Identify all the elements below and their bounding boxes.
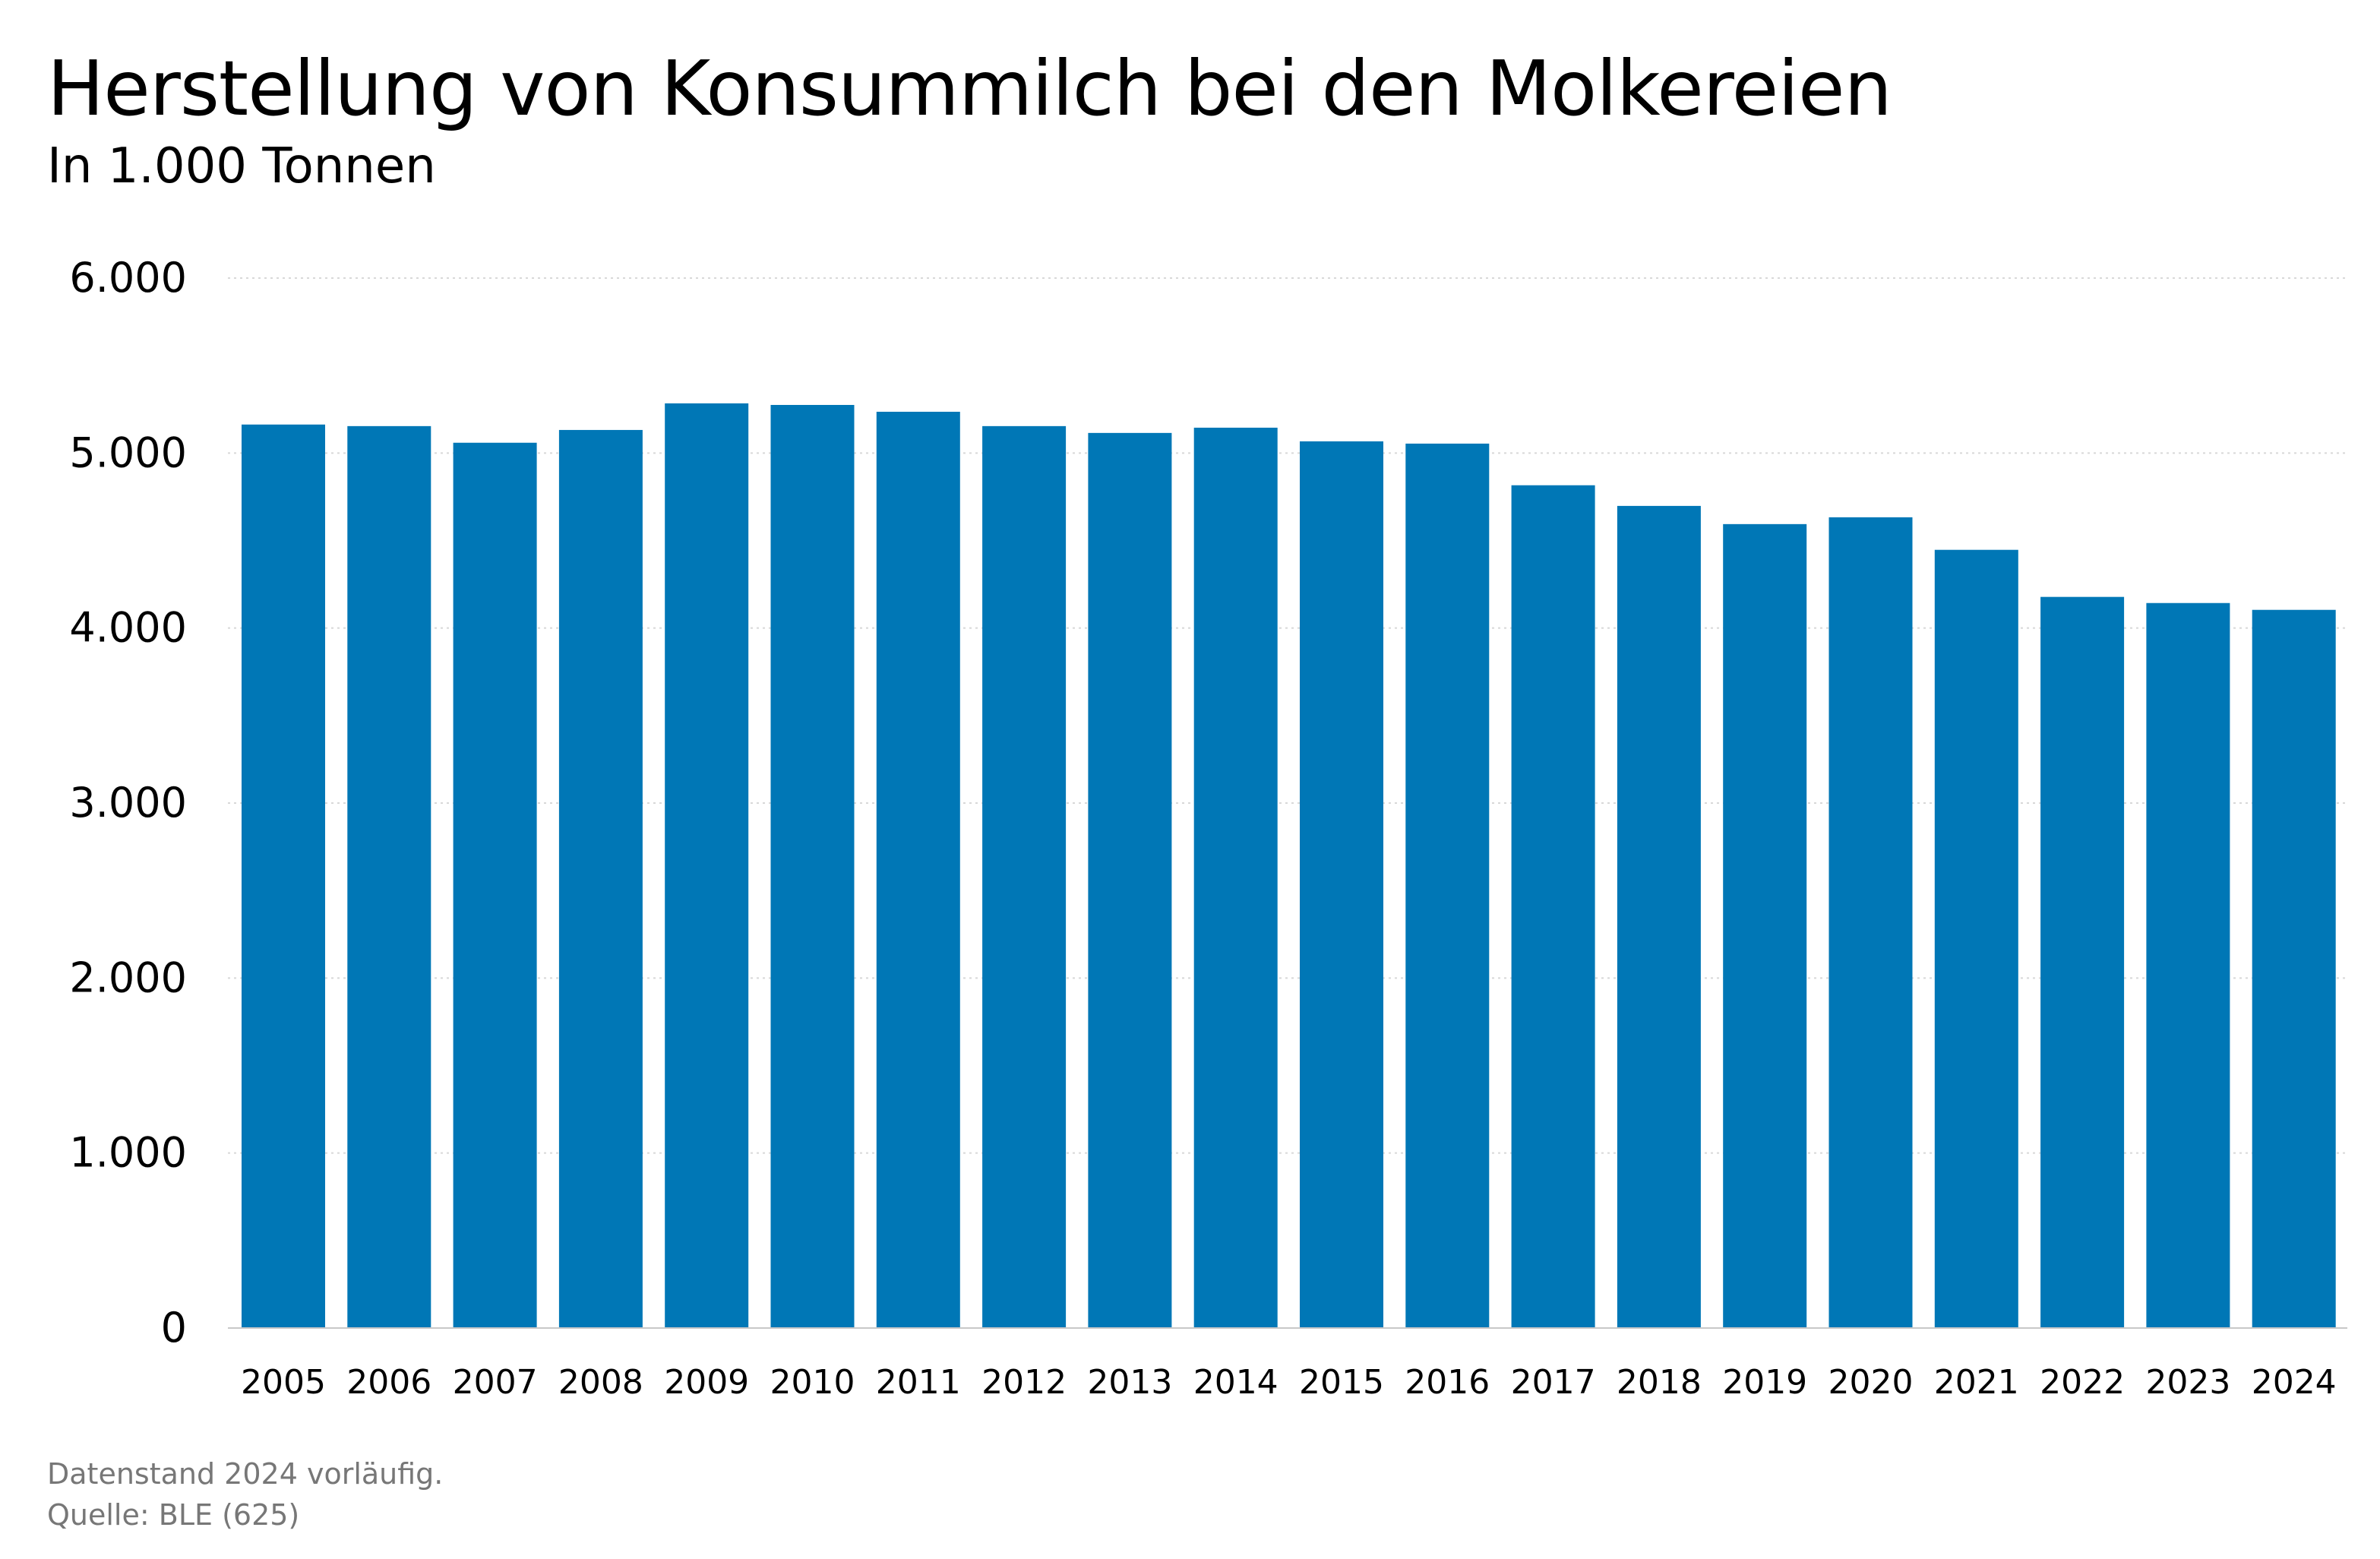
bar-2014	[1193, 427, 1278, 1328]
x-tick-label: 2020	[1828, 1363, 1914, 1402]
x-tick-label: 2014	[1193, 1363, 1278, 1402]
bar-2011	[876, 411, 960, 1329]
x-tick-label: 2007	[453, 1363, 538, 1402]
bar-2015	[1300, 441, 1383, 1328]
x-tick-label: 2006	[346, 1363, 431, 1402]
bar-2013	[1088, 432, 1172, 1328]
bar-2006	[347, 425, 431, 1328]
bar-2021	[1934, 549, 2018, 1328]
x-tick-label: 2022	[2040, 1363, 2125, 1402]
chart-subtitle: In 1.000 Tonnen	[47, 138, 436, 194]
bar-2023	[2146, 602, 2230, 1328]
y-tick-label: 2.000	[69, 953, 187, 1001]
y-tick-label: 3.000	[69, 779, 187, 827]
bar-2009	[665, 403, 749, 1328]
bar-2016	[1405, 443, 1490, 1329]
bar-2019	[1723, 523, 1807, 1329]
x-tick-label: 2010	[770, 1363, 855, 1402]
y-tick-label: 5.000	[69, 428, 187, 476]
x-tick-label: 2009	[664, 1363, 749, 1402]
bar-2007	[453, 442, 537, 1328]
y-tick-label: 4.000	[69, 604, 187, 652]
x-tick-label: 2016	[1405, 1363, 1490, 1402]
bar-2022	[2040, 596, 2125, 1328]
y-tick-label: 0	[161, 1304, 187, 1352]
y-tick-label: 6.000	[69, 254, 187, 302]
x-tick-label: 2011	[876, 1363, 961, 1402]
bar-2010	[770, 404, 855, 1328]
bar-2005	[242, 424, 325, 1328]
x-tick-label: 2015	[1299, 1363, 1384, 1402]
bar-2012	[982, 425, 1067, 1328]
x-tick-label: 2019	[1722, 1363, 1807, 1402]
x-tick-label: 2008	[558, 1363, 643, 1402]
footnote-source: Quelle: BLE (625)	[47, 1498, 300, 1532]
bar-2020	[1828, 517, 1913, 1328]
bar-2008	[558, 429, 643, 1328]
bar-2017	[1511, 485, 1595, 1329]
bar-2018	[1617, 505, 1701, 1328]
x-tick-label: 2018	[1617, 1363, 1702, 1402]
x-tick-label: 2023	[2145, 1363, 2230, 1402]
x-tick-label: 2012	[981, 1363, 1067, 1402]
x-tick-label: 2005	[241, 1363, 326, 1402]
footnote-data-status: Datenstand 2024 vorläufig.	[47, 1457, 444, 1491]
x-tick-label: 2017	[1511, 1363, 1596, 1402]
x-tick-label: 2013	[1087, 1363, 1172, 1402]
chart-title: Herstellung von Konsummilch bei den Molk…	[47, 44, 1892, 133]
x-tick-label: 2024	[2252, 1363, 2337, 1402]
bar-2024	[2252, 609, 2336, 1328]
x-tick-label: 2021	[1934, 1363, 2019, 1402]
y-tick-label: 1.000	[69, 1129, 187, 1177]
